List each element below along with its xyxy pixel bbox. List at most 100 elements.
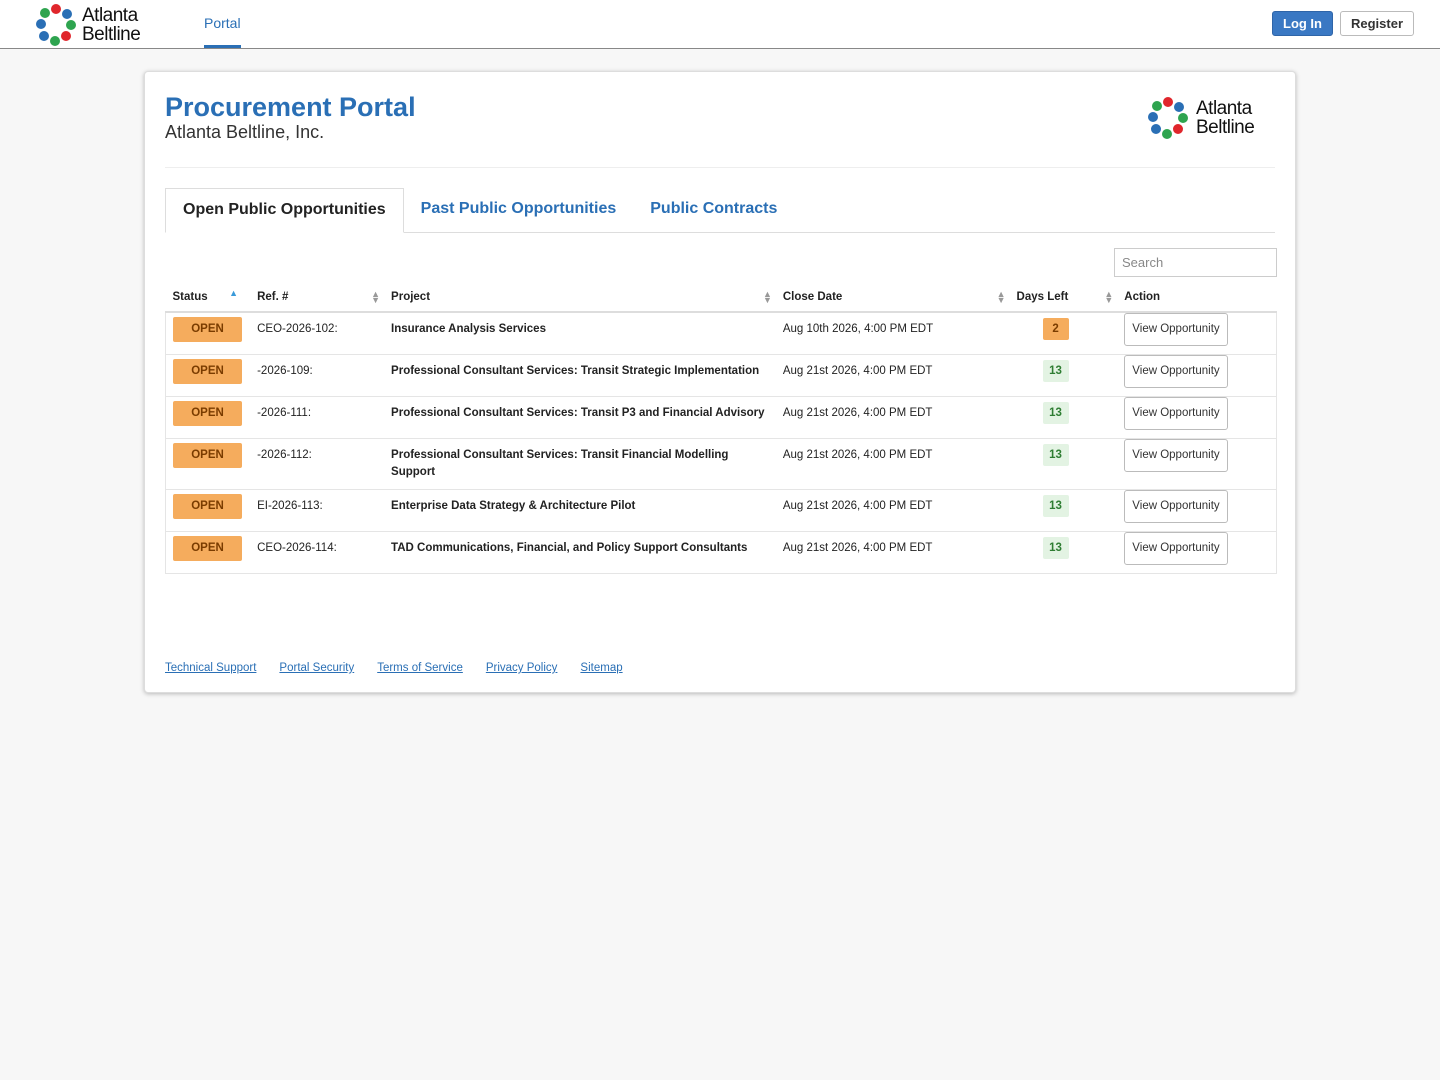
cell: View Opportunity — [1117, 312, 1277, 355]
footer-link[interactable]: Technical Support — [165, 662, 257, 674]
column-header[interactable]: Days Left ▲ ▼ — [1009, 283, 1118, 313]
sort-icon: ▲ ▼ — [1104, 289, 1114, 305]
sort-icon: ▲ — [229, 288, 239, 298]
column-label: Ref. # — [257, 291, 289, 303]
footer-link[interactable]: Sitemap — [580, 662, 623, 674]
table-row: OPEN -2026-112: Professional Consultant Se… — [165, 438, 1277, 490]
view-button[interactable]: View Opportunity — [1124, 397, 1228, 430]
column-label: Status — [172, 291, 208, 303]
cell: 13 — [1009, 438, 1118, 490]
cell: View Opportunity — [1117, 354, 1277, 397]
header-row: Status ▲ Ref. # ▲ ▼ Project ▲ ▼ Close Date ▲ ▼ Days… — [165, 283, 1277, 313]
table-row: OPEN CEO-2026-102: Insurance Analysis Serv… — [165, 312, 1277, 355]
view-button[interactable]: View Opportunity — [1124, 532, 1228, 565]
logo-line: Beltline — [82, 24, 141, 45]
cell: 2 — [1009, 312, 1118, 355]
cell: View Opportunity — [1117, 531, 1277, 574]
footer: Technical Support Portal Security Terms of… — [165, 662, 623, 674]
days-left: 13 — [1042, 495, 1069, 517]
table-row: OPEN CEO-2026-114: TAD Communications, Fin… — [165, 531, 1277, 574]
cell: OPEN — [165, 396, 251, 439]
card: Procurement Portal Atlanta Beltline, Inc… — [144, 71, 1296, 693]
login-button[interactable]: Log In — [1272, 11, 1333, 36]
project-name: TAD Communications, Financial, and Polic… — [384, 531, 776, 574]
logo-line: Beltline — [1196, 117, 1255, 138]
days-left: 13 — [1042, 402, 1069, 424]
logo-icon — [36, 4, 76, 46]
status-badge: OPEN — [173, 317, 242, 342]
register-button[interactable]: Register — [1340, 11, 1415, 36]
nav-logo[interactable]: Atlanta Beltline — [36, 4, 141, 46]
sort-icon: ▲ ▼ — [996, 289, 1006, 305]
table-body: OPEN CEO-2026-102: Insurance Analysis Serv… — [165, 312, 1277, 574]
view-button[interactable]: View Opportunity — [1124, 439, 1228, 472]
tab[interactable]: Open Public Opportunities — [165, 188, 404, 233]
footer-link[interactable]: Portal Security — [279, 662, 355, 674]
project-name: Professional Consultant Services: Transi… — [384, 396, 776, 439]
column-label: Close Date — [782, 291, 843, 303]
view-button[interactable]: View Opportunity — [1124, 490, 1228, 523]
cell: View Opportunity — [1117, 489, 1277, 532]
column-label: Project — [391, 291, 431, 303]
close-date: Aug 21st 2026, 4:00 PM EDT — [775, 396, 1010, 439]
table-row: OPEN EI-2026-113: Enterprise Data Strategy… — [165, 489, 1277, 532]
view-button[interactable]: View Opportunity — [1124, 313, 1228, 346]
cell: 13 — [1009, 489, 1118, 532]
cell: OPEN — [165, 489, 251, 532]
column-header: Action — [1117, 283, 1277, 313]
nav-link[interactable]: Portal — [204, 0, 241, 48]
days-left: 13 — [1042, 444, 1069, 466]
cell: OPEN — [165, 354, 251, 397]
search-input[interactable]: Search — [1114, 248, 1277, 277]
column-header[interactable]: Project ▲ ▼ — [384, 283, 776, 313]
days-left: 13 — [1042, 360, 1069, 382]
footer-link[interactable]: Privacy Policy — [485, 662, 558, 674]
table-row: OPEN -2026-109: Professional Consultant Se… — [165, 354, 1277, 397]
column-header[interactable]: Close Date ▲ ▼ — [775, 283, 1010, 313]
project-name: Professional Consultant Services: Transi… — [384, 438, 776, 490]
tab[interactable]: Public Contracts — [650, 200, 778, 217]
project-name: Professional Consultant Services: Transi… — [384, 354, 776, 397]
table-row: OPEN -2026-111: Professional Consultant Se… — [165, 396, 1277, 439]
status-badge: OPEN — [173, 494, 242, 519]
logo-line: Atlanta — [1196, 98, 1252, 119]
cell: OPEN — [165, 438, 251, 490]
ref-number: EI-2026-113: — [250, 489, 385, 532]
close-date: Aug 21st 2026, 4:00 PM EDT — [775, 354, 1010, 397]
logo-icon — [1148, 97, 1188, 139]
status-badge: OPEN — [173, 401, 242, 426]
logo-text: Atlanta Beltline — [1196, 98, 1255, 138]
tabs: Open Public Opportunities Past Public Opp… — [165, 188, 1275, 233]
cell: 13 — [1009, 531, 1118, 574]
ref-number: CEO-2026-102: — [250, 312, 385, 355]
status-badge: OPEN — [173, 443, 242, 468]
top-bar: Atlanta Beltline Portal Log In Register — [0, 0, 1440, 49]
ref-number: -2026-109: — [250, 354, 385, 397]
footer-link[interactable]: Terms of Service — [377, 662, 463, 674]
header-logo: Atlanta Beltline — [1148, 97, 1255, 139]
logo-line: Atlanta — [82, 5, 138, 26]
close-date: Aug 21st 2026, 4:00 PM EDT — [775, 531, 1010, 574]
cell: OPEN — [165, 312, 251, 355]
days-left: 13 — [1042, 537, 1069, 559]
status-badge: OPEN — [173, 536, 242, 561]
tab[interactable]: Past Public Opportunities — [420, 200, 617, 217]
ref-number: -2026-112: — [250, 438, 385, 490]
column-header[interactable]: Status ▲ — [165, 283, 251, 313]
cell: 13 — [1009, 354, 1118, 397]
cell: 13 — [1009, 396, 1118, 439]
view-button[interactable]: View Opportunity — [1124, 355, 1228, 388]
cell: OPEN — [165, 531, 251, 574]
column-header[interactable]: Ref. # ▲ ▼ — [250, 283, 385, 313]
ref-number: -2026-111: — [250, 396, 385, 439]
cell: View Opportunity — [1117, 438, 1277, 490]
page-subtitle: Atlanta Beltline, Inc. — [165, 122, 325, 142]
close-date: Aug 21st 2026, 4:00 PM EDT — [775, 438, 1010, 490]
logo-text: Atlanta Beltline — [82, 5, 141, 45]
project-name: Insurance Analysis Services — [384, 312, 776, 355]
sort-icon: ▲ ▼ — [762, 289, 772, 305]
sort-icon: ▲ ▼ — [371, 289, 381, 305]
column-label: Action — [1124, 291, 1161, 303]
